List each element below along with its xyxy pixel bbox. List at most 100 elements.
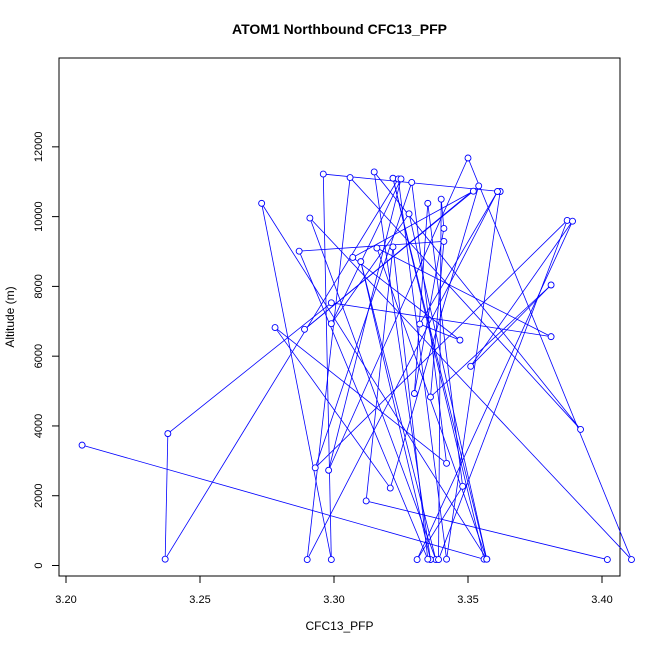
data-point xyxy=(424,555,432,563)
data-point xyxy=(271,324,279,332)
data-point xyxy=(303,556,311,564)
data-point xyxy=(408,178,416,186)
data-point xyxy=(325,466,333,474)
series-segment xyxy=(314,220,568,469)
series-segment xyxy=(365,246,394,501)
series-segment xyxy=(411,182,447,464)
series-segment xyxy=(261,203,488,560)
data-point xyxy=(416,320,424,328)
series-segment xyxy=(309,217,437,560)
series-segment xyxy=(397,178,447,560)
plot-frame xyxy=(58,57,621,577)
chart-title: ATOM1 Northbound CFC13_PFP xyxy=(232,21,447,37)
data-point xyxy=(459,482,467,490)
data-point xyxy=(437,195,445,203)
series-segment xyxy=(392,246,429,560)
series-segment xyxy=(306,191,498,560)
data-point xyxy=(161,555,169,563)
data-point xyxy=(443,555,451,563)
data-point xyxy=(483,555,491,563)
data-point xyxy=(427,393,434,401)
data-point xyxy=(301,325,308,333)
data-point xyxy=(370,168,378,176)
series-segment xyxy=(470,284,552,367)
series-segment xyxy=(366,500,608,560)
data-point xyxy=(467,362,475,370)
data-point xyxy=(440,225,448,232)
series-segment xyxy=(328,178,402,471)
data-point xyxy=(413,556,421,564)
data-point xyxy=(386,484,394,492)
series-segment xyxy=(419,191,498,325)
series-segment xyxy=(430,284,552,398)
x-tick-label: 3.30 xyxy=(323,594,344,606)
series-segment xyxy=(440,199,445,229)
data-point xyxy=(346,174,354,181)
series-group xyxy=(78,154,635,564)
series-segment xyxy=(467,157,632,560)
data-point xyxy=(603,556,611,564)
series-segment xyxy=(309,217,632,560)
series-segment xyxy=(360,261,431,560)
y-tick-label: 12000 xyxy=(33,132,45,163)
series-segment xyxy=(470,220,573,367)
series-segment xyxy=(408,213,488,560)
x-tick-label: 3.25 xyxy=(189,594,210,606)
data-point xyxy=(424,199,432,207)
data-point xyxy=(569,217,576,225)
series-segment xyxy=(164,178,399,560)
data-point xyxy=(410,390,418,397)
data-point xyxy=(295,247,303,255)
y-tick-label: 8000 xyxy=(33,274,45,298)
series-segment xyxy=(314,182,413,468)
series-segment xyxy=(328,157,469,471)
data-point xyxy=(443,459,451,467)
data-point xyxy=(373,244,381,252)
data-point xyxy=(362,497,370,505)
data-point xyxy=(628,556,635,564)
y-tick-label: 2000 xyxy=(33,483,45,507)
data-point xyxy=(577,425,585,433)
data-point xyxy=(389,243,397,251)
data-point xyxy=(475,182,483,190)
series-segment xyxy=(438,199,442,560)
series-segment xyxy=(299,240,444,252)
series-segment xyxy=(349,177,581,430)
data-point xyxy=(306,214,314,222)
data-point xyxy=(547,281,555,289)
data-point xyxy=(164,430,172,438)
data-point xyxy=(311,464,319,472)
x-axis: 3.20 3.25 3.30 3.35 3.40 xyxy=(55,576,613,606)
series-segment xyxy=(330,213,410,324)
series-segment xyxy=(330,178,402,324)
series-segment xyxy=(376,247,552,337)
series-segment xyxy=(376,247,488,560)
y-tick-label: 0 xyxy=(33,562,45,568)
data-point xyxy=(405,210,413,218)
series-segment xyxy=(352,257,461,341)
series-segment xyxy=(414,228,445,394)
data-point xyxy=(327,556,335,564)
series-segment xyxy=(261,203,332,560)
data-point xyxy=(319,170,327,178)
series-segment xyxy=(427,203,464,487)
data-point xyxy=(456,336,464,344)
data-point xyxy=(349,253,357,261)
series-segment xyxy=(322,174,332,560)
data-point xyxy=(258,199,266,207)
series-segment xyxy=(331,302,552,338)
series-segment xyxy=(416,220,573,560)
data-point xyxy=(357,258,365,266)
data-point xyxy=(397,175,405,183)
data-point xyxy=(327,299,335,307)
x-axis-label: CFC13_PFP xyxy=(305,619,373,633)
data-point xyxy=(440,237,448,245)
series-segment xyxy=(414,203,429,394)
data-point xyxy=(469,187,477,195)
y-tick-label: 10000 xyxy=(33,201,45,232)
series-segment xyxy=(306,177,351,560)
x-tick-label: 3.40 xyxy=(591,594,612,606)
series-segment xyxy=(298,251,429,560)
y-axis: 0 2000 4000 6000 8000 10000 12000 xyxy=(33,132,59,569)
data-point xyxy=(494,188,501,195)
